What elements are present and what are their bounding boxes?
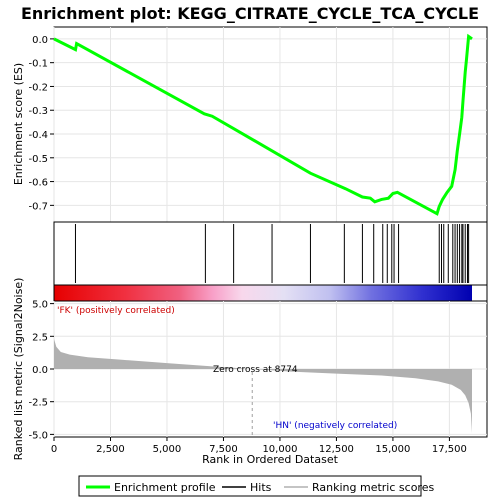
metric-y-tick-label: 5.0	[32, 300, 48, 311]
metric-y-tick-label: -2.5	[28, 398, 48, 409]
x-axis-label: Rank in Ordered Dataset	[202, 453, 339, 466]
x-tick-label: 0	[51, 444, 57, 455]
es-gridlines	[53, 27, 487, 222]
legend-enrichment-label: Enrichment profile	[114, 481, 216, 494]
negative-correlation-label: 'HN' (negatively correlated)	[273, 421, 397, 431]
metric-y-axis-label: Ranked list metric (Signal2Noise)	[12, 278, 25, 461]
ranked-list-heatmap	[54, 285, 472, 301]
es-plot-frame	[53, 26, 488, 223]
es-y-axis-label: Enrichment score (ES)	[12, 63, 25, 185]
legend-hits-label: Hits	[250, 481, 272, 494]
metric-y-tick-label: 0.0	[32, 365, 48, 376]
x-tick-label: 12,500	[319, 444, 354, 455]
zero-cross-label: Zero cross at 8774	[213, 365, 298, 375]
hits-panel	[53, 221, 488, 286]
x-tick-label: 15,000	[375, 444, 410, 455]
positive-correlation-label: 'FK' (positively correlated)	[57, 306, 175, 316]
es-y-tick-label: -0.4	[28, 130, 48, 141]
metric-y-ticks: 5.0 2.5 0.0 -2.5 -5.0	[28, 300, 54, 441]
metric-y-tick-label: 2.5	[32, 332, 48, 343]
es-y-tick-label: -0.7	[28, 201, 48, 212]
legend-metric-label: Ranking metric scores	[312, 481, 434, 494]
x-tick-label: 5,000	[153, 444, 182, 455]
es-y-tick-label: -0.5	[28, 154, 48, 165]
x-tick-label: 2,500	[96, 444, 125, 455]
es-y-tick-label: -0.2	[28, 82, 48, 93]
x-ticks: 0 2,500 5,000 7,500 10,000 12,500 15,000 17,500	[51, 437, 467, 455]
es-y-tick-label: 0.0	[32, 35, 48, 46]
chart-title: Enrichment plot: KEGG_CITRATE_CYCLE_TCA_…	[21, 4, 479, 23]
es-y-tick-label: -0.3	[28, 106, 48, 117]
es-y-tick-label: -0.6	[28, 178, 48, 189]
hits-marks	[74, 224, 470, 283]
legend	[78, 475, 422, 497]
enrichment-profile-line	[53, 33, 473, 216]
es-y-tick-label: -0.1	[28, 59, 48, 70]
x-tick-label: 17,500	[432, 444, 467, 455]
x-tick-label: 10,000	[262, 444, 297, 455]
x-tick-label: 7,500	[209, 444, 238, 455]
es-y-ticks: 0.0 -0.1 -0.2 -0.3 -0.4 -0.5 -0.6 -0.7	[28, 35, 54, 212]
metric-y-tick-label: -5.0	[28, 430, 48, 441]
